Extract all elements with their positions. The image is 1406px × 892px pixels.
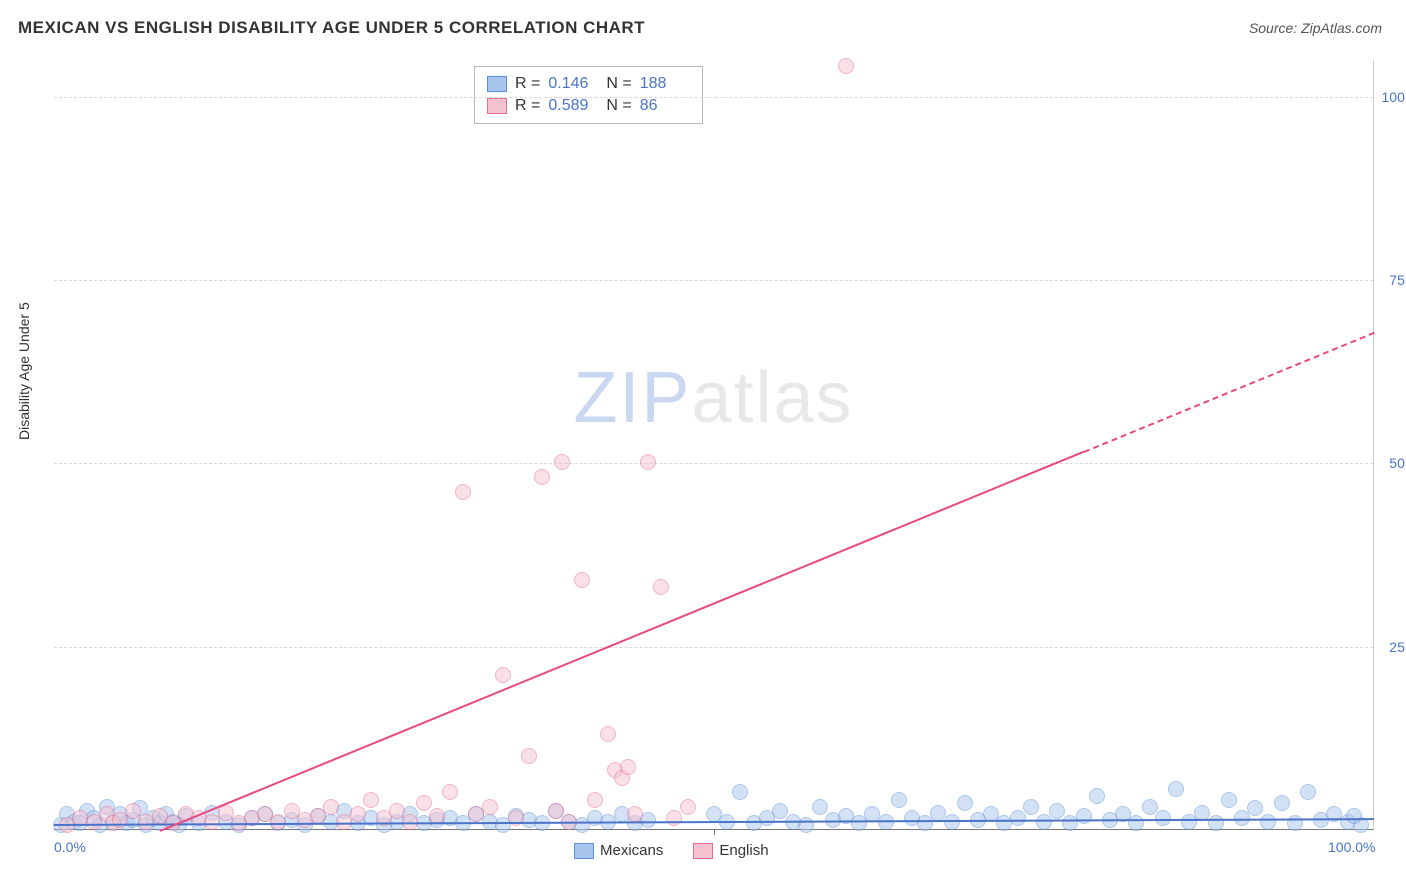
data-point: [574, 572, 590, 588]
data-point: [600, 726, 616, 742]
gridline: [54, 647, 1373, 648]
ytick-label: 75.0%: [1389, 272, 1406, 288]
stat-r-label: R =: [515, 97, 540, 115]
data-point: [363, 792, 379, 808]
stats-row: R = 0.146 N = 188: [487, 73, 690, 95]
data-point: [1128, 815, 1144, 831]
data-point: [1036, 814, 1052, 830]
y-axis-label: Disability Age Under 5: [16, 302, 32, 440]
xtick-label: 0.0%: [54, 839, 86, 855]
legend: Mexicans English: [574, 842, 769, 859]
data-point: [1247, 800, 1263, 816]
chart-title: MEXICAN VS ENGLISH DISABILITY AGE UNDER …: [18, 18, 645, 38]
data-point: [653, 579, 669, 595]
legend-swatch: [693, 843, 713, 859]
stat-r-value: 0.589: [548, 97, 598, 115]
data-point: [640, 454, 656, 470]
ytick-label: 100.0%: [1382, 89, 1406, 105]
data-point: [1049, 803, 1065, 819]
legend-swatch: [487, 76, 507, 92]
data-point: [270, 814, 286, 830]
stats-box: R = 0.146 N = 188 R = 0.589 N = 86: [474, 66, 703, 124]
data-point: [1023, 799, 1039, 815]
data-point: [620, 759, 636, 775]
data-point: [495, 667, 511, 683]
data-point: [554, 454, 570, 470]
stat-n-value: 188: [640, 75, 690, 93]
stat-n-label: N =: [606, 97, 631, 115]
legend-swatch: [487, 98, 507, 114]
legend-item: Mexicans: [574, 842, 663, 859]
data-point: [1010, 810, 1026, 826]
data-point: [732, 784, 748, 800]
data-point: [1274, 795, 1290, 811]
data-point: [416, 795, 432, 811]
stat-n-label: N =: [606, 75, 631, 93]
legend-label: English: [719, 842, 768, 859]
data-point: [1260, 814, 1276, 830]
data-point: [521, 748, 537, 764]
stat-n-value: 86: [640, 97, 690, 115]
stats-row: R = 0.589 N = 86: [487, 95, 690, 117]
stat-r-label: R =: [515, 75, 540, 93]
data-point: [1300, 784, 1316, 800]
data-point: [666, 810, 682, 826]
data-point: [1346, 808, 1362, 824]
data-point: [1221, 792, 1237, 808]
gridline: [54, 97, 1373, 98]
source-attribution: Source: ZipAtlas.com: [1249, 20, 1382, 36]
ytick-label: 50.0%: [1389, 455, 1406, 471]
data-point: [1208, 815, 1224, 831]
data-point: [680, 799, 696, 815]
legend-label: Mexicans: [600, 842, 663, 859]
data-point: [587, 792, 603, 808]
data-point: [627, 806, 643, 822]
data-point: [891, 792, 907, 808]
data-point: [350, 806, 366, 822]
legend-swatch: [574, 843, 594, 859]
data-point: [1155, 810, 1171, 826]
data-point: [838, 58, 854, 74]
trend-line: [1083, 331, 1374, 452]
chart-container: Disability Age Under 5 ZIPatlas R =0.146…: [48, 60, 1388, 880]
xtick-mark: [714, 829, 715, 835]
stat-r-value: 0.146: [548, 75, 598, 93]
data-point: [534, 469, 550, 485]
legend-item: English: [693, 842, 768, 859]
data-point: [482, 799, 498, 815]
data-point: [323, 799, 339, 815]
data-point: [1168, 781, 1184, 797]
watermark: ZIPatlas: [573, 357, 853, 439]
gridline: [54, 280, 1373, 281]
data-point: [442, 784, 458, 800]
ytick-label: 25.0%: [1389, 639, 1406, 655]
data-point: [957, 795, 973, 811]
plot-area: ZIPatlas R =0.146N =188R =0.589N =86 Mex…: [54, 60, 1374, 830]
data-point: [917, 815, 933, 831]
data-point: [1089, 788, 1105, 804]
data-point: [812, 799, 828, 815]
data-point: [455, 484, 471, 500]
xtick-label: 100.0%: [1328, 839, 1375, 855]
gridline: [54, 463, 1373, 464]
